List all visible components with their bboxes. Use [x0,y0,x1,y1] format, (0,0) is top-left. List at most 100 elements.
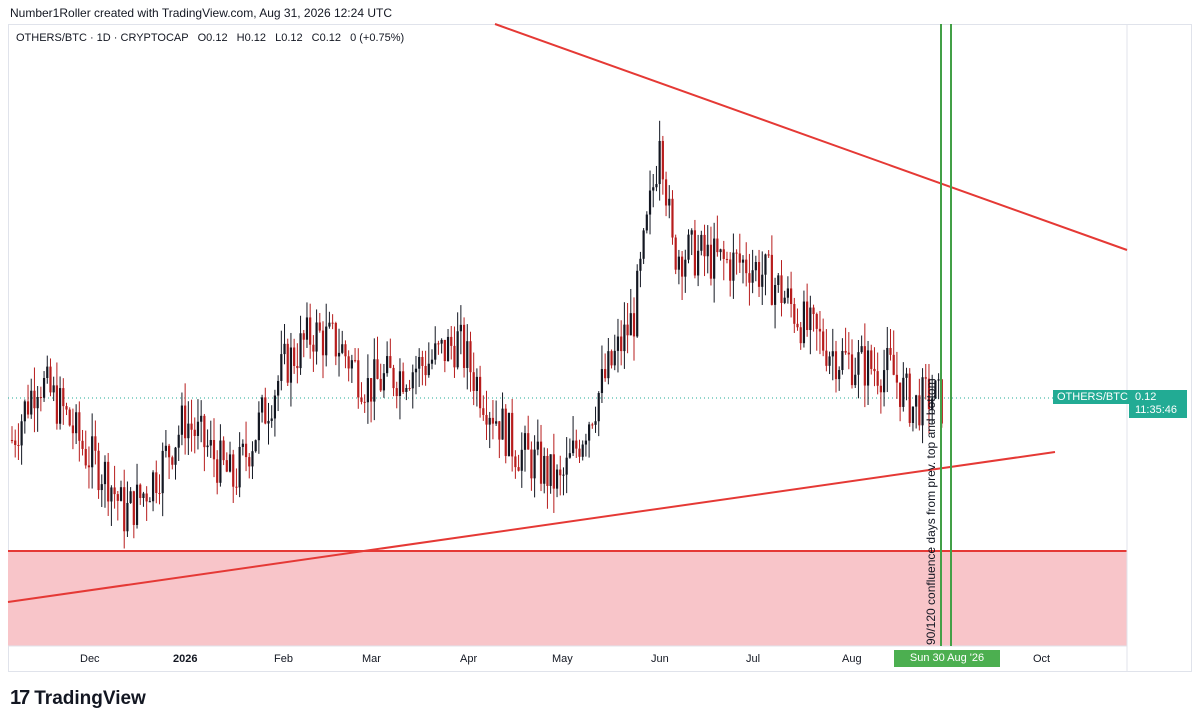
candle-body-41 [142,493,145,499]
candle-body-56 [190,423,193,430]
candle-body-17 [65,406,68,410]
candle-body-98 [325,326,328,356]
candle-body-141 [462,324,466,368]
candle-body-52 [177,434,180,448]
candle-body-7 [33,390,36,409]
symbol-price-tag: OTHERS/BTC [1053,390,1132,404]
candle-body-263 [854,374,857,386]
candle-body-129 [424,365,427,376]
candle-body-258 [838,370,841,380]
candle-body-27 [97,450,100,491]
candle-body-112 [369,378,373,402]
candle-body-271 [879,385,882,393]
legend-symbol: OTHERS/BTC · 1D · CRYPTOCAP [16,32,189,44]
candle-body-145 [475,376,478,391]
candle-body-280 [908,373,911,423]
candle-body-0 [10,440,14,442]
lower-trendline[interactable] [7,451,1056,603]
candle-body-94 [312,344,315,352]
candle-body-9 [39,396,42,398]
legend-close: C0.12 [311,32,342,44]
legend-low: L0.12 [275,32,303,44]
confluence-annotation[interactable]: 90/120 confluence days from prev. top an… [924,378,938,645]
candle-body-235 [764,254,767,275]
candle-body-183 [597,393,600,422]
candle-body-165 [539,441,543,484]
candle-body-204 [664,179,668,206]
candle-body-284 [921,377,924,426]
legend-change: 0 (+0.75%) [350,32,405,44]
candle-body-86 [286,343,289,383]
candle-body-121 [398,371,402,397]
candle-body-38 [132,491,135,525]
candle-body-245 [796,323,799,328]
candle-body-48 [164,445,167,451]
candle-body-176 [575,440,578,449]
candle-body-51 [174,447,177,465]
candle-body-152 [498,421,501,440]
candle-body-18 [68,409,71,426]
candle-body-115 [379,378,382,391]
candle-body-238 [773,284,777,305]
candle-body-92 [305,317,309,340]
candle-body-114 [376,359,379,379]
candle-body-231 [751,270,754,283]
candle-body-143 [469,341,472,373]
x-tick-2026: 2026 [173,653,198,665]
candle-body-44 [151,472,155,502]
candle-body-73 [244,443,248,458]
candle-body-203 [661,140,664,180]
support-zone [8,551,1127,646]
candle-body-118 [389,356,392,368]
candle-body-205 [668,198,671,206]
candle-body-180 [588,424,591,441]
candle-body-223 [725,258,729,260]
candle-body-6 [30,390,33,415]
candle-body-97 [321,330,325,356]
candle-body-246 [799,327,802,344]
candle-body-241 [783,297,786,303]
upper-trendline[interactable] [494,23,1128,251]
candle-body-35 [123,487,126,532]
tradingview-mark-icon: 17 [10,687,30,709]
candle-body-126 [414,368,418,373]
candle-body-79 [264,397,267,424]
candle-body-62 [209,440,212,446]
candle-body-25 [91,436,94,468]
candle-body-254 [825,350,828,366]
candle-body-139 [456,331,459,368]
candle-body-268 [870,350,873,369]
candle-body-150 [491,417,495,424]
candle-body-195 [636,270,639,337]
candle-body-243 [790,288,793,305]
candle-body-159 [520,449,523,471]
candle-body-13 [52,385,55,393]
candle-body-80 [267,420,270,424]
candle-body-90 [299,333,302,369]
candle-body-103 [341,344,344,353]
tradingview-logo[interactable]: 17 TradingView [10,687,146,710]
candle-body-209 [680,256,684,277]
chart-pane[interactable] [8,24,1192,672]
candle-body-236 [767,254,770,256]
candle-body-158 [517,467,520,471]
candle-body-286 [927,378,931,410]
candle-body-175 [571,440,575,454]
candle-body-19 [71,425,75,434]
candle-body-36 [126,502,129,532]
x-tick-feb: Feb [274,653,293,665]
candle-body-234 [761,274,764,287]
candle-body-111 [366,378,369,403]
candle-body-163 [533,449,536,479]
candle-body-106 [350,360,353,369]
candle-body-250 [812,307,815,315]
candle-body-49 [168,445,171,458]
x-tick-aug: Aug [842,653,862,665]
candle-body-193 [629,313,632,336]
candle-body-70 [235,486,238,488]
candle-body-212 [690,230,693,235]
candle-body-249 [809,307,812,331]
candle-body-123 [405,388,408,392]
candle-body-69 [232,454,235,487]
